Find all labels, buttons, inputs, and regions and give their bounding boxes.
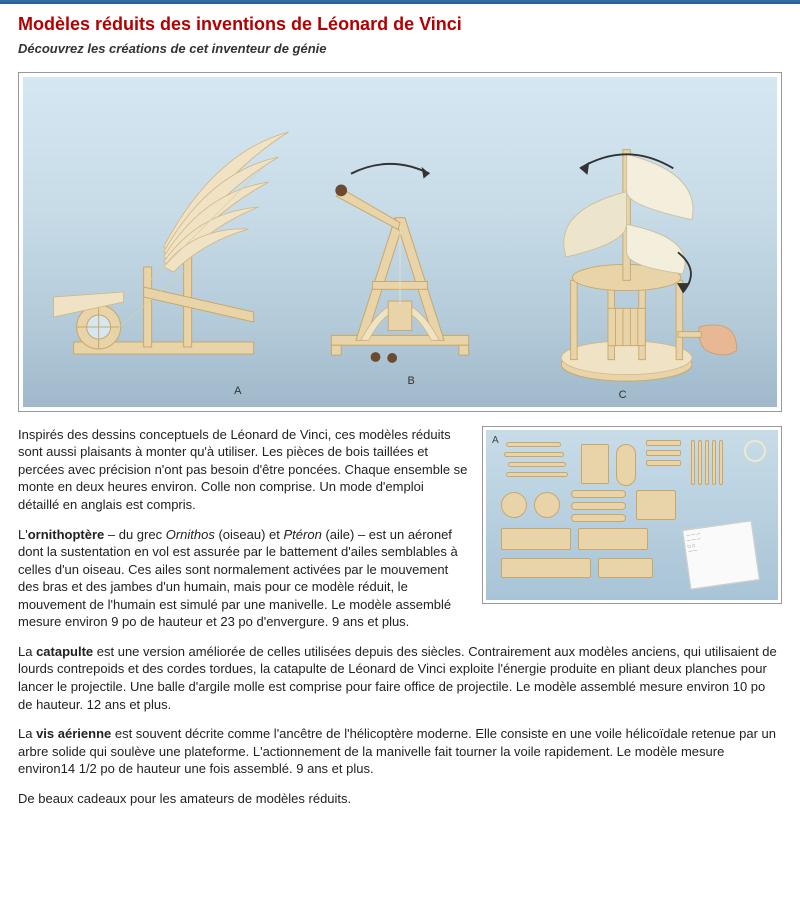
- paragraph-catapult: La catapulte est une version améliorée d…: [18, 643, 782, 713]
- text: La: [18, 644, 36, 659]
- model-catapult: [302, 147, 498, 367]
- paragraph-closing: De beaux cadeaux pour les amateurs de mo…: [18, 790, 782, 808]
- italic-pteron: Ptéron: [284, 527, 322, 542]
- content-area: A — — —— — —◻ ◻— —: [18, 426, 782, 819]
- hero-image-frame: A B C: [18, 72, 782, 412]
- side-image: A — — —— — —◻ ◻— —: [486, 430, 778, 600]
- text: est une version améliorée de celles util…: [18, 644, 777, 712]
- top-border: [0, 0, 800, 4]
- hero-label-b: B: [408, 374, 415, 389]
- page-subtitle: Découvrez les créations de cet inventeur…: [18, 40, 782, 58]
- paragraph-vis-aerienne: La vis aérienne est souvent décrite comm…: [18, 725, 782, 778]
- model-aerial-screw: [506, 117, 747, 397]
- model-ornithopter: [53, 117, 294, 377]
- italic-ornithos: Ornithos: [166, 527, 215, 542]
- hero-label-a: A: [234, 384, 241, 399]
- bold-ornithoptere: ornithoptère: [28, 527, 105, 542]
- text: est souvent décrite comme l'ancêtre de l…: [18, 726, 776, 776]
- bold-catapulte: catapulte: [36, 644, 93, 659]
- page-title: Modèles réduits des inventions de Léonar…: [18, 12, 782, 36]
- side-image-frame: A — — —— — —◻ ◻— —: [482, 426, 782, 604]
- hero-label-c: C: [619, 388, 627, 403]
- hero-image: A B C: [23, 77, 777, 407]
- side-image-label: A: [492, 434, 499, 448]
- text: L': [18, 527, 28, 542]
- text: La: [18, 726, 36, 741]
- text: – du grec: [104, 527, 165, 542]
- bold-vis-aerienne: vis aérienne: [36, 726, 111, 741]
- text: (oiseau) et: [215, 527, 284, 542]
